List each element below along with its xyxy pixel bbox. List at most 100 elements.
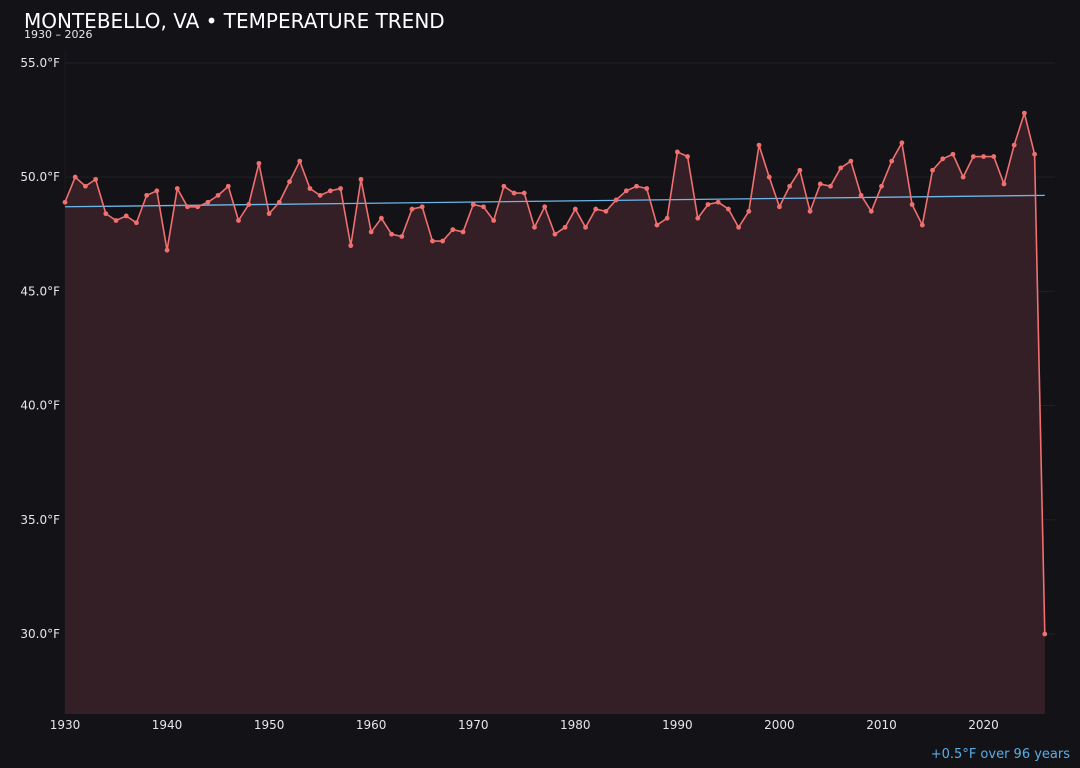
trend-line	[64, 194, 1045, 208]
data-point	[123, 213, 129, 219]
data-point	[174, 186, 180, 191]
data-point	[521, 190, 527, 196]
data-point	[756, 142, 762, 148]
y-tick-label: 45.0°F	[20, 284, 60, 298]
data-point	[460, 229, 466, 235]
data-point	[430, 238, 435, 244]
data-point	[348, 243, 354, 249]
data-point	[654, 222, 660, 228]
x-tick-label: 1970	[458, 718, 489, 732]
x-tick-label: 1940	[152, 718, 183, 732]
data-point	[195, 204, 201, 210]
data-point	[215, 192, 221, 198]
data-point	[225, 183, 231, 189]
data-point	[777, 204, 782, 210]
data-point	[62, 199, 68, 205]
data-point	[1032, 151, 1037, 157]
data-point	[552, 231, 558, 237]
data-point	[726, 206, 731, 212]
data-point	[828, 183, 833, 189]
data-point	[919, 222, 925, 228]
x-tick-label: 2000	[764, 718, 795, 732]
y-tick-label: 30.0°F	[20, 627, 60, 641]
data-point	[562, 224, 568, 230]
data-point	[981, 154, 986, 159]
y-tick-label: 50.0°F	[20, 170, 60, 184]
x-tick-label: 2020	[968, 718, 999, 732]
data-point	[144, 192, 150, 198]
data-point	[358, 176, 364, 182]
y-tick-label: 35.0°F	[20, 513, 60, 527]
data-point	[634, 183, 639, 189]
data-point	[470, 202, 476, 207]
data-point	[327, 188, 333, 194]
data-point	[572, 206, 578, 212]
data-point	[674, 149, 680, 155]
data-point	[746, 208, 752, 214]
chart-subtitle: 1930 – 2026	[24, 28, 93, 41]
y-tick-label: 55.0°F	[20, 56, 60, 70]
data-point	[603, 208, 609, 214]
data-point	[276, 199, 282, 205]
data-point	[868, 208, 874, 214]
data-point	[378, 215, 384, 221]
data-point	[766, 174, 772, 180]
y-tick-label: 40.0°F	[20, 399, 60, 413]
data-point	[368, 229, 374, 235]
x-tick-label: 1960	[356, 718, 387, 732]
data-point	[481, 204, 486, 210]
data-point	[256, 160, 262, 166]
data-point	[287, 179, 292, 185]
data-point	[940, 156, 946, 162]
data-point	[930, 167, 935, 173]
data-point	[685, 154, 690, 159]
data-point	[317, 192, 323, 198]
x-tick-label: 1950	[254, 718, 285, 732]
data-point	[695, 215, 701, 221]
x-tick-label: 1990	[662, 718, 693, 732]
data-point	[307, 186, 313, 191]
data-point	[705, 202, 711, 207]
data-point	[787, 183, 793, 189]
area-fill	[65, 113, 1045, 714]
data-point	[236, 218, 241, 223]
area-fill-layer	[65, 113, 1045, 714]
data-point	[450, 227, 456, 233]
data-point	[338, 186, 343, 191]
data-point	[583, 224, 588, 230]
data-point	[134, 220, 139, 226]
data-point	[593, 206, 599, 212]
data-point	[409, 206, 415, 212]
data-point	[72, 174, 78, 180]
data-point	[103, 211, 109, 217]
data-point	[154, 188, 160, 194]
data-point	[736, 224, 742, 230]
data-point	[389, 231, 394, 237]
data-point	[838, 165, 844, 171]
data-point	[511, 190, 517, 196]
data-point	[1011, 142, 1017, 148]
data-point	[266, 211, 272, 217]
data-point	[858, 192, 864, 198]
data-point	[909, 202, 915, 207]
data-point	[164, 247, 170, 253]
data-point	[899, 140, 905, 146]
data-point	[1021, 110, 1027, 116]
data-point	[960, 174, 966, 180]
data-point	[399, 234, 405, 239]
data-point	[501, 183, 507, 189]
data-point	[532, 224, 537, 230]
data-point	[205, 199, 211, 205]
trend-annotation: +0.5°F over 96 years	[930, 747, 1070, 762]
data-point	[440, 238, 446, 244]
y-axis: 30.0°F 35.0°F 40.0°F 45.0°F 50.0°F 55.0°F	[20, 56, 60, 641]
data-point	[889, 158, 895, 164]
data-point	[246, 202, 252, 207]
data-point	[879, 183, 884, 189]
data-point	[1001, 181, 1007, 187]
data-point	[797, 167, 803, 173]
data-point	[807, 208, 813, 214]
x-tick-label: 1930	[50, 718, 81, 732]
data-point	[991, 154, 997, 159]
